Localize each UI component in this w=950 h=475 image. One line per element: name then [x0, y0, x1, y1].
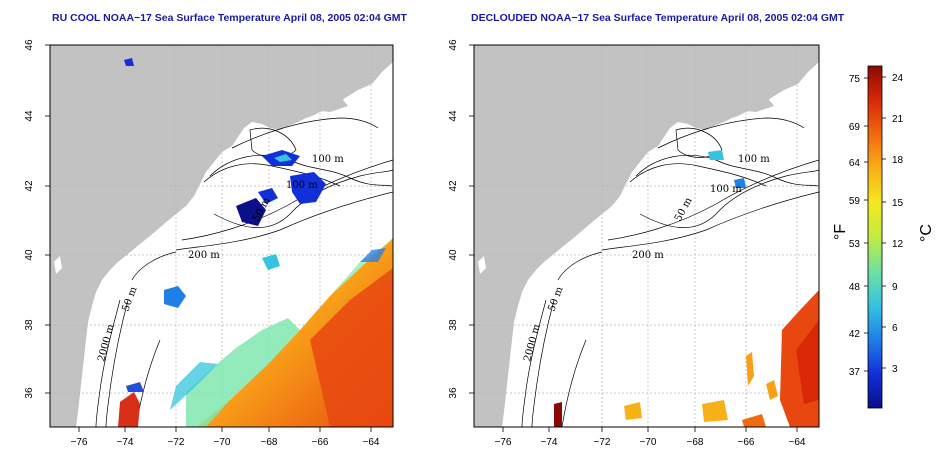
- left-map-title: RU COOL NOAA−17 Sea Surface Temperature …: [52, 12, 407, 24]
- right-contour-label-200m: 200 m: [632, 250, 664, 261]
- x-tick-label: −70: [214, 437, 231, 448]
- x-tick-label: −64: [363, 437, 380, 448]
- colorbar-celsius-ticks: 24 21 18 15 12 9 6 3: [882, 73, 904, 375]
- y-tick-label: 44: [448, 110, 459, 122]
- y-tick-label: 46: [448, 39, 459, 51]
- fahrenheit-tick-label: 59: [849, 196, 861, 207]
- y-tick-label: 38: [448, 319, 459, 331]
- left-sst-data: [118, 58, 393, 427]
- celsius-tick-label: 15: [892, 198, 904, 209]
- right-map-frame: [473, 44, 820, 428]
- x-tick-label: −66: [738, 437, 755, 448]
- y-tick-label: 42: [448, 180, 459, 192]
- right-contour-label-100m-a: 100 m: [738, 154, 770, 165]
- x-tick-label: −72: [594, 437, 611, 448]
- celsius-tick-label: 12: [892, 239, 904, 250]
- y-tick-label: 42: [24, 180, 35, 192]
- colorbar-fahrenheit-ticks: 75 69 64 59 53 48 42 37: [849, 74, 868, 378]
- celsius-tick-label: 18: [892, 155, 904, 166]
- x-tick-label: −68: [261, 437, 278, 448]
- colorbar-scale: [867, 65, 883, 409]
- left-map-panel: 100 m 100 m 200 m 50 m 50 m 2000 m: [49, 44, 394, 428]
- fahrenheit-tick-label: 64: [849, 158, 861, 169]
- left-map-axes: −76 −74 −72 −70 −68 −66 −64 46 44 42 40 38 36: [24, 39, 380, 448]
- left-map-frame: [49, 44, 394, 428]
- y-tick-label: 44: [24, 110, 35, 122]
- right-graticule: [474, 45, 819, 427]
- y-tick-label: 40: [448, 249, 459, 261]
- y-tick-label: 46: [24, 39, 35, 51]
- y-tick-label: 36: [448, 387, 459, 399]
- celsius-tick-label: 3: [892, 364, 898, 375]
- x-tick-label: −64: [789, 437, 806, 448]
- x-tick-label: −74: [541, 437, 558, 448]
- right-contour-label-100m-b: 100 m: [710, 184, 742, 195]
- colorbar-celsius-label: °C: [918, 224, 935, 242]
- x-tick-label: −70: [640, 437, 657, 448]
- x-tick-label: −76: [71, 437, 88, 448]
- fahrenheit-tick-label: 75: [849, 74, 861, 85]
- fahrenheit-tick-label: 48: [849, 282, 861, 293]
- colorbar-fahrenheit-label: °F: [832, 224, 849, 240]
- celsius-tick-label: 24: [892, 73, 904, 84]
- x-tick-label: −76: [495, 437, 512, 448]
- right-map-title: DECLOUDED NOAA−17 Sea Surface Temperatur…: [471, 12, 845, 24]
- right-land: [474, 45, 819, 427]
- y-tick-label: 38: [24, 319, 35, 331]
- left-contour-label-100m-b: 100 m: [286, 180, 318, 191]
- y-tick-label: 36: [24, 387, 35, 399]
- colorbar: 75 69 64 59 53 48 42 37 24 21 18 15 12 9 6 3 °F °C: [832, 65, 935, 409]
- right-map-axes: −76 −74 −72 −70 −68 −66 −64 46 44 42 40 38 36: [448, 39, 806, 448]
- right-sst-data: [554, 150, 819, 427]
- celsius-tick-label: 9: [892, 282, 898, 293]
- x-tick-label: −72: [168, 437, 185, 448]
- fahrenheit-tick-label: 42: [849, 329, 861, 340]
- fahrenheit-tick-label: 53: [849, 239, 861, 250]
- x-tick-label: −66: [312, 437, 329, 448]
- fahrenheit-tick-label: 69: [849, 122, 861, 133]
- celsius-tick-label: 6: [892, 323, 898, 334]
- left-land: [50, 45, 393, 427]
- right-map-panel: 100 m 100 m 200 m 50 m 50 m 2000 m: [473, 44, 820, 428]
- x-tick-label: −68: [687, 437, 704, 448]
- right-contours: [521, 117, 819, 427]
- celsius-tick-label: 21: [892, 114, 904, 125]
- x-tick-label: −74: [117, 437, 134, 448]
- y-tick-label: 40: [24, 249, 35, 261]
- left-contour-label-200m: 200 m: [188, 250, 220, 261]
- left-contour-label-100m-a: 100 m: [312, 154, 344, 165]
- fahrenheit-tick-label: 37: [849, 367, 861, 378]
